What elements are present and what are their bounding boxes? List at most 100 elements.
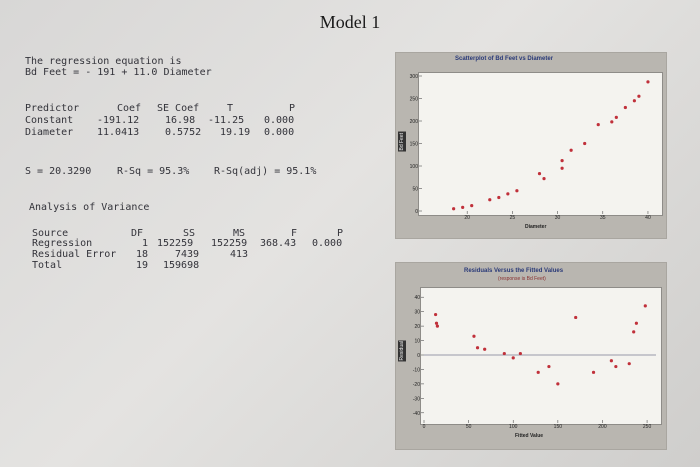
residual-point	[434, 321, 439, 325]
scatterplot-point	[515, 189, 519, 193]
scatterplot-ytick-label: 300	[410, 74, 419, 80]
scatterplot-xtick-label: 20	[464, 215, 470, 221]
scatterplot-xtick-label: 25	[510, 215, 516, 221]
anova-header-p: P	[337, 228, 344, 239]
anova-cell: 1	[142, 238, 149, 249]
scatterplot-point	[583, 141, 587, 146]
scatterplot-point	[452, 207, 456, 211]
residual-ytick-label: 0	[417, 353, 420, 359]
stat-rsq-adj: R-Sq(adj) = 95.1%	[214, 166, 317, 177]
scatterplot-ytick-label: 50	[412, 187, 418, 193]
anova-cell: 19	[136, 260, 149, 271]
residual-xtick-label: 50	[466, 424, 472, 430]
scatterplot-plot-area	[418, 72, 663, 216]
anova-row-label: Regression	[32, 238, 93, 249]
anova-header-ss: SS	[183, 228, 196, 239]
scatterplot-xtick-label: 40	[645, 215, 651, 221]
anova-header-source: Source	[32, 228, 69, 239]
residual-point	[511, 356, 515, 360]
coef-cell: 16.98	[165, 115, 196, 126]
anova-row-label: Total	[32, 260, 63, 271]
residual-point	[574, 315, 578, 320]
anova-cell: 0.000	[312, 238, 343, 249]
scatterplot-point	[470, 204, 474, 208]
coef-cell: 19.19	[220, 127, 251, 138]
anova-cell: 413	[230, 249, 249, 260]
coef-header-t: T	[227, 103, 234, 114]
residual-xtick-label: 250	[643, 424, 652, 430]
anova-cell: 159698	[163, 260, 200, 271]
scatterplot-point	[497, 195, 501, 200]
scatterplot-point	[632, 99, 637, 103]
coef-cell: 0.000	[264, 127, 295, 138]
scatterplot-xtick-label: 30	[555, 215, 561, 221]
residual-title: Residuals Versus the Fitted Values	[464, 268, 564, 274]
residual-ytick-label: 30	[414, 310, 420, 316]
stat-rsq: R-Sq = 95.3%	[117, 166, 190, 177]
coef-row-label: Constant	[25, 115, 74, 126]
coef-row-label: Diameter	[25, 127, 74, 138]
document-title: Model 1	[319, 12, 381, 32]
scatterplot-point	[461, 205, 465, 209]
anova-heading: Analysis of Variance	[29, 202, 150, 213]
anova-header-ms: MS	[233, 228, 246, 239]
residual-xtick-label: 100	[509, 424, 518, 430]
residual-point	[614, 364, 618, 369]
scatterplot-ytick-label: 150	[410, 142, 419, 148]
residual-point	[536, 370, 540, 374]
residual-point	[627, 362, 631, 366]
scatterplot-xtick-label: 35	[600, 215, 606, 221]
residual-point	[547, 364, 551, 369]
scatterplot-point	[637, 94, 641, 98]
scatterplot-xlabel: Diameter	[525, 224, 547, 230]
scatterplot-ytick-label: 100	[410, 164, 419, 170]
residual-point	[435, 324, 439, 328]
scatterplot-point	[542, 177, 546, 181]
scatterplot-point	[596, 123, 600, 127]
residual-point	[475, 346, 480, 350]
scatterplot-ytick-label: 0	[415, 209, 418, 215]
residual-xtick-label: 150	[554, 424, 563, 430]
stat-s: S = 20.3290	[25, 166, 92, 177]
coef-header-secoef: SE Coef	[157, 103, 200, 114]
residual-point	[502, 351, 506, 356]
scatterplot-point	[560, 159, 564, 163]
residual-xtick-label: 200	[598, 424, 607, 430]
residual-ytick-label: -30	[413, 396, 420, 402]
residual-point	[643, 304, 647, 308]
residual-xtick-label: 0	[423, 424, 426, 430]
coef-cell: 11.0413	[97, 127, 140, 138]
scatterplot-ytick-label: 250	[410, 97, 419, 103]
scatterplot-point	[623, 105, 627, 110]
scatterplot-point	[569, 148, 573, 152]
residual-subtitle: (response is Bd Feet)	[498, 276, 546, 282]
residual-point	[591, 370, 596, 374]
scatterplot-point	[614, 115, 618, 119]
scatterplot-point	[646, 80, 650, 84]
coef-cell: -11.25	[208, 115, 245, 126]
coef-cell: 0.000	[264, 115, 295, 126]
residual-point	[634, 321, 638, 325]
coef-cell: 0.5752	[165, 127, 202, 138]
coef-header-predictor: Predictor	[25, 103, 80, 114]
residual-ytick-label: -20	[413, 382, 420, 388]
residual-point	[609, 359, 613, 363]
residual-ytick-label: 10	[414, 339, 420, 345]
residual-ytick-label: 40	[414, 295, 420, 301]
residual-ytick-label: -10	[413, 367, 420, 373]
residual-xlabel: Fitted Value	[515, 433, 544, 439]
scatterplot-title: Scatterplot of Bd Feet vs Diameter	[455, 56, 554, 62]
residual-point	[632, 330, 636, 334]
anova-cell: 152259	[157, 238, 194, 249]
scatterplot-ytick-label: 200	[410, 119, 419, 125]
regression-equation: Bd Feet = - 191 + 11.0 Diameter	[25, 67, 212, 78]
scatterplot-point	[488, 198, 492, 202]
coef-cell: -191.12	[97, 115, 140, 126]
scatterplot-point	[610, 120, 614, 124]
residual-point	[472, 334, 476, 338]
residual-point	[483, 347, 487, 351]
scatterplot-point	[537, 172, 542, 176]
anova-header-df: DF	[131, 228, 144, 239]
residual-ytick-label: 20	[414, 324, 420, 330]
